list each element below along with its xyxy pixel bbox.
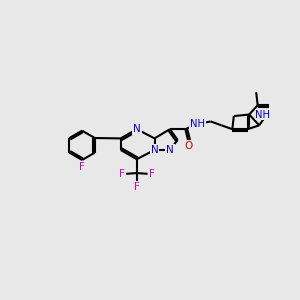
Text: F: F	[148, 169, 154, 179]
Text: F: F	[134, 182, 140, 192]
Text: O: O	[184, 141, 193, 151]
Text: F: F	[119, 169, 125, 179]
Text: NH: NH	[255, 110, 270, 119]
Text: F: F	[79, 162, 85, 172]
Text: NH: NH	[190, 119, 205, 129]
Text: N: N	[166, 145, 174, 155]
Text: N: N	[151, 145, 158, 155]
Text: N: N	[133, 124, 141, 134]
